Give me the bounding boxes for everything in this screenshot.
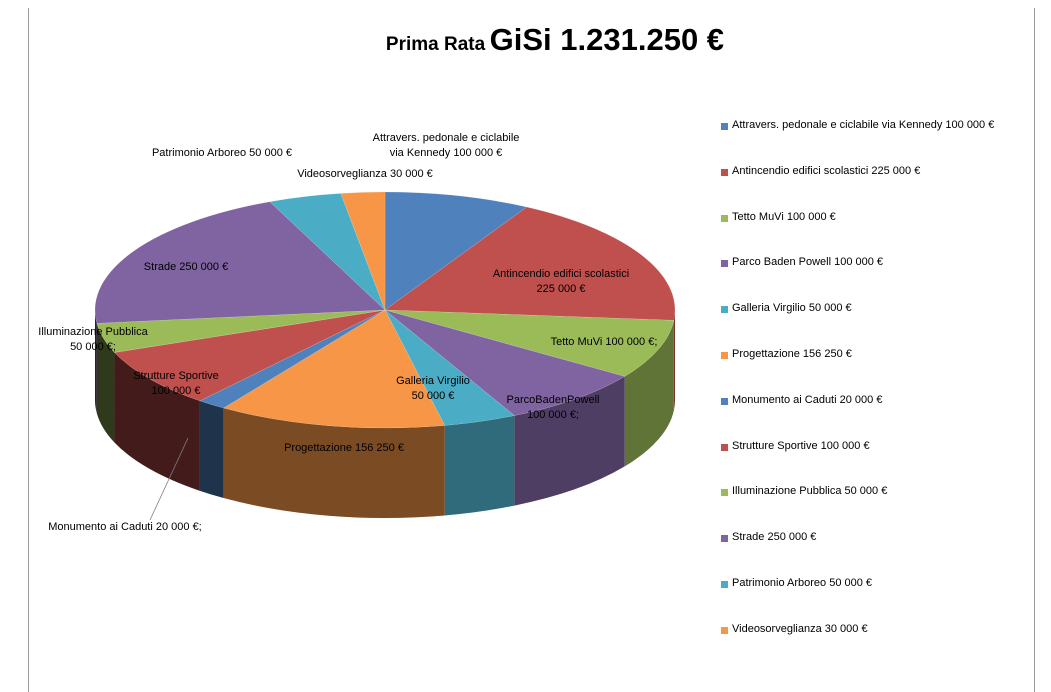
legend-swatch-1 bbox=[721, 168, 728, 176]
legend-swatch-7 bbox=[721, 443, 728, 451]
chart-legend: Attravers. pedonale e ciclabile via Kenn… bbox=[719, 119, 1034, 669]
pie-slice-side-7 bbox=[114, 352, 200, 491]
legend-swatch-3 bbox=[721, 260, 728, 268]
legend-swatch-2 bbox=[721, 214, 728, 222]
legend-label-5: Progettazione 156 250 € bbox=[732, 347, 852, 360]
pie-slice-11 bbox=[340, 191, 386, 311]
pie-slice-0 bbox=[384, 191, 528, 311]
legend-swatch-5 bbox=[721, 351, 728, 359]
pie-slice-side-1 bbox=[673, 310, 675, 411]
legend-swatch-0 bbox=[721, 123, 728, 130]
legend-item-0: Attravers. pedonale e ciclabile via Kenn… bbox=[719, 119, 1034, 165]
legend-label-8: Illuminazione Pubblica 50 000 € bbox=[732, 485, 888, 498]
legend-item-11: Videosorveglianza 30 000 € bbox=[719, 623, 1034, 669]
legend-label-4: Galleria Virgilio 50 000 € bbox=[732, 302, 852, 315]
legend-item-6: Monumento ai Caduti 20 000 € bbox=[719, 394, 1034, 440]
pie-slice-side-4 bbox=[444, 415, 515, 516]
pie-slice-3 bbox=[384, 309, 626, 416]
legend-item-3: Parco Baden Powell 100 000 € bbox=[719, 256, 1034, 302]
chart-title-small: Prima Rata bbox=[385, 34, 486, 55]
legend-label-0: Attravers. pedonale e ciclabile via Kenn… bbox=[732, 119, 995, 131]
data-label-2: Tetto MuVi 100 000 €; bbox=[551, 336, 658, 348]
pie-slice-2 bbox=[384, 309, 675, 377]
chart-frame-left-border bbox=[28, 8, 29, 692]
data-label-0: Attravers. pedonale e ciclabile via Kenne… bbox=[373, 132, 520, 159]
data-label-6: Monumento ai Caduti 20 000 €; bbox=[48, 521, 202, 533]
chart-title-big: GiSi 1.231.250 € bbox=[489, 22, 725, 57]
legend-item-5: Progettazione 156 250 € bbox=[719, 348, 1034, 394]
legend-swatch-8 bbox=[721, 489, 728, 497]
legend-label-11: Videosorveglianza 30 000 € bbox=[732, 622, 868, 635]
leader-line-monumento bbox=[149, 437, 189, 521]
data-label-1: Antincendio edifici scolastici 225 000 € bbox=[493, 268, 629, 295]
pie-slice-8 bbox=[96, 309, 386, 353]
chart-frame-right-border bbox=[1034, 8, 1035, 692]
chart-title: Prima Rata GiSi 1.231.250 € bbox=[0, 22, 1051, 58]
pie-slice-side-2 bbox=[624, 320, 674, 467]
pie-slice-4 bbox=[384, 309, 515, 426]
pie-slice-9 bbox=[94, 201, 386, 324]
legend-item-1: Antincendio edifici scolastici 225 000 € bbox=[719, 165, 1034, 211]
pie-slice-1 bbox=[384, 206, 676, 321]
legend-item-7: Strutture Sportive 100 000 € bbox=[719, 440, 1034, 486]
pie-slice-7 bbox=[113, 309, 386, 402]
legend-label-1: Antincendio edifici scolastici 225 000 € bbox=[732, 164, 921, 177]
data-label-5: Progettazione 156 250 € bbox=[284, 442, 404, 454]
legend-item-4: Galleria Virgilio 50 000 € bbox=[719, 302, 1034, 348]
legend-label-6: Monumento ai Caduti 20 000 € bbox=[732, 393, 883, 406]
legend-item-2: Tetto MuVi 100 000 € bbox=[719, 211, 1034, 257]
legend-label-7: Strutture Sportive 100 000 € bbox=[732, 439, 870, 452]
legend-item-8: Illuminazione Pubblica 50 000 € bbox=[719, 485, 1034, 531]
legend-item-9: Strade 250 000 € bbox=[719, 531, 1034, 577]
pie-slice-10 bbox=[269, 193, 386, 311]
legend-item-10: Patrimonio Arboreo 50 000 € bbox=[719, 577, 1034, 623]
data-label-9: Strade 250 000 € bbox=[144, 261, 228, 273]
legend-swatch-6 bbox=[721, 397, 728, 405]
legend-swatch-11 bbox=[721, 626, 728, 634]
pie-slice-side-5 bbox=[223, 408, 445, 518]
legend-label-2: Tetto MuVi 100 000 € bbox=[732, 210, 836, 223]
data-label-7: Strutture Sportive 100 000 € bbox=[133, 370, 219, 397]
data-label-11: Videosorveglianza 30 000 € bbox=[297, 168, 433, 180]
legend-label-3: Parco Baden Powell 100 000 € bbox=[732, 256, 884, 269]
data-label-4: Galleria Virgilio 50 000 € bbox=[396, 375, 470, 402]
pie-slice-side-6 bbox=[199, 400, 224, 499]
pie-slice-6 bbox=[199, 309, 386, 409]
legend-swatch-9 bbox=[721, 535, 728, 543]
pie-slice-side-3 bbox=[514, 376, 625, 506]
data-label-10: Patrimonio Arboreo 50 000 € bbox=[152, 147, 292, 159]
pie-slice-side-9 bbox=[95, 310, 97, 414]
data-label-8: Illuminazione Pubblica 50 000 €; bbox=[38, 326, 148, 353]
pie-slice-side-8 bbox=[96, 323, 115, 443]
legend-label-9: Strade 250 000 € bbox=[732, 531, 817, 544]
legend-swatch-10 bbox=[721, 580, 728, 588]
legend-label-10: Patrimonio Arboreo 50 000 € bbox=[732, 576, 873, 589]
pie-slice-5 bbox=[223, 309, 446, 429]
legend-swatch-4 bbox=[721, 306, 728, 314]
data-label-3: ParcoBadenPowell 100 000 €; bbox=[507, 394, 600, 421]
